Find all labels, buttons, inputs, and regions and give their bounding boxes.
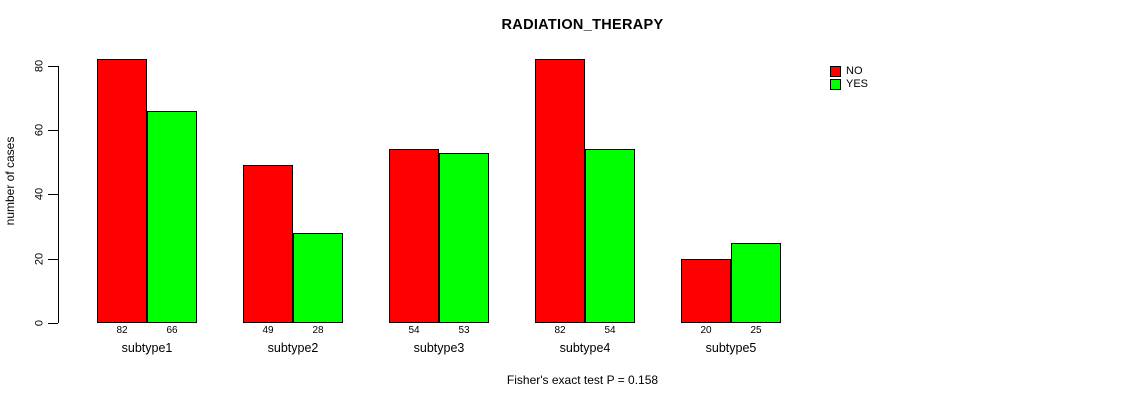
bar-value-label-no-subtype4: 82 xyxy=(554,325,566,336)
bar-no-subtype3 xyxy=(389,149,439,323)
bar-value-label-no-subtype3: 54 xyxy=(408,325,420,336)
y-tick xyxy=(48,259,58,260)
y-tick-label: 40 xyxy=(33,187,46,201)
x-category-label-subtype5: subtype5 xyxy=(705,341,757,355)
bar-yes-subtype5 xyxy=(731,243,781,323)
legend: NO YES xyxy=(830,65,868,91)
y-tick-label: 0 xyxy=(33,319,46,327)
y-axis-line xyxy=(58,66,59,323)
bar-no-subtype1 xyxy=(97,59,147,323)
bar-value-label-yes-subtype2: 28 xyxy=(312,325,324,336)
y-tick-label: 60 xyxy=(33,123,46,137)
bar-yes-subtype3 xyxy=(439,153,489,323)
y-tick xyxy=(48,194,58,195)
legend-swatch-no xyxy=(830,65,841,77)
bar-value-label-yes-subtype1: 66 xyxy=(166,325,178,336)
legend-label-yes: YES xyxy=(846,77,869,90)
bar-value-label-no-subtype5: 20 xyxy=(700,325,712,336)
bar-value-label-no-subtype2: 49 xyxy=(262,325,274,336)
chart-title: RADIATION_THERAPY xyxy=(501,17,664,33)
bar-yes-subtype2 xyxy=(293,233,343,323)
y-tick xyxy=(48,66,58,67)
x-category-label-subtype1: subtype1 xyxy=(121,341,173,355)
y-tick xyxy=(48,323,58,324)
stat-test-caption: Fisher's exact test P = 0.158 xyxy=(506,373,659,387)
bar-no-subtype5 xyxy=(681,259,731,323)
bar-value-label-yes-subtype5: 25 xyxy=(750,325,762,336)
y-tick-label: 20 xyxy=(33,252,46,266)
bar-yes-subtype1 xyxy=(147,111,197,323)
y-tick xyxy=(48,130,58,131)
legend-item-yes: YES xyxy=(830,78,868,90)
bar-value-label-no-subtype1: 82 xyxy=(116,325,128,336)
bar-value-label-yes-subtype3: 53 xyxy=(458,325,470,336)
legend-label-no: NO xyxy=(846,64,863,77)
x-category-label-subtype3: subtype3 xyxy=(413,341,465,355)
bar-yes-subtype4 xyxy=(585,149,635,323)
x-category-label-subtype2: subtype2 xyxy=(267,341,319,355)
x-category-label-subtype4: subtype4 xyxy=(559,341,611,355)
legend-swatch-yes xyxy=(830,78,841,90)
bar-no-subtype2 xyxy=(243,165,293,323)
bar-value-label-yes-subtype4: 54 xyxy=(604,325,616,336)
bar-no-subtype4 xyxy=(535,59,585,323)
y-tick-label: 80 xyxy=(33,59,46,73)
legend-item-no: NO xyxy=(830,65,868,77)
